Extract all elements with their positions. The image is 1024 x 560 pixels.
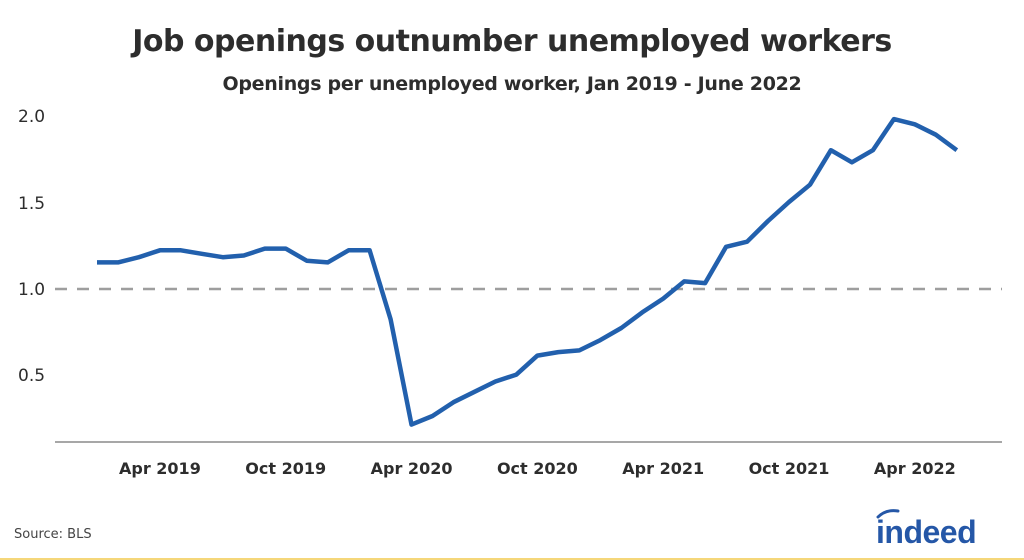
- x-tick-label: Oct 2019: [245, 459, 327, 478]
- bottom-rule: [0, 558, 1024, 560]
- x-tick-label: Oct 2021: [748, 459, 830, 478]
- chart-title: Job openings outnumber unemployed worker…: [132, 24, 892, 59]
- logo-arc-icon: [876, 509, 900, 519]
- x-tick-label: Apr 2020: [370, 459, 453, 478]
- series-line: [97, 116, 959, 427]
- y-tick-label: 0.5: [18, 366, 46, 387]
- source-note: Source: BLS: [14, 527, 92, 542]
- svg-text:indeed: indeed: [876, 514, 976, 548]
- chart-subtitle: Openings per unemployed worker, Jan 2019…: [222, 73, 802, 95]
- indeed-logo[interactable]: indeed: [864, 508, 1004, 548]
- x-tick-label: Apr 2021: [622, 459, 705, 478]
- x-tick-label: Apr 2022: [873, 459, 956, 478]
- x-tick-label: Apr 2019: [118, 459, 201, 478]
- y-tick-label: 1.0: [18, 280, 46, 300]
- y-tick-label: 1.5: [18, 193, 46, 214]
- y-tick-label: 2.0: [18, 107, 46, 128]
- x-tick-label: Oct 2020: [496, 459, 578, 478]
